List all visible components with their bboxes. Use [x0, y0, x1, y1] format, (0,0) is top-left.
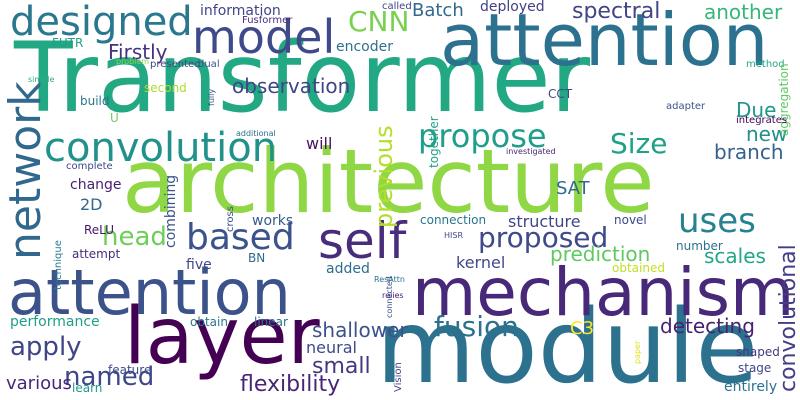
word-previous: previous — [370, 125, 398, 228]
word-convolutional: convolutional — [776, 244, 800, 392]
word-will: will — [306, 134, 333, 153]
word-propose: propose — [418, 117, 547, 155]
word-network: network — [0, 81, 51, 260]
word-model: model — [192, 10, 336, 64]
word-sat: SAT — [556, 178, 590, 199]
word-observation: observation — [232, 74, 351, 98]
word-together: together — [427, 116, 441, 168]
word-flexibility: flexibility — [240, 372, 341, 397]
word-cnn: CNN — [348, 5, 410, 38]
word-attempt: attempt — [72, 247, 121, 261]
word-small: small — [312, 354, 371, 379]
word-c3: C3 — [570, 318, 595, 339]
word-attention-bottom: attention — [8, 256, 291, 329]
word-combining: combining — [163, 174, 179, 248]
word-connection: connection — [420, 213, 487, 227]
word-structure: structure — [508, 212, 581, 231]
word-scales: scales — [704, 244, 766, 268]
word-technique: technique — [53, 240, 64, 290]
word-2d: 2D — [80, 195, 103, 214]
word-self: self — [318, 212, 407, 270]
word-architecture: architecture — [122, 130, 655, 233]
word-feature: feature — [108, 363, 152, 377]
word-dual: dual — [198, 59, 220, 70]
word-detecting: detecting — [660, 314, 755, 338]
word-five: five — [186, 257, 212, 273]
word-vision: Vision — [393, 362, 404, 392]
word-method: method — [746, 59, 785, 70]
word-learn: learn — [72, 381, 103, 395]
word-convolution: convolution — [44, 125, 278, 171]
word-head: head — [102, 222, 167, 252]
word-stage: stage — [738, 361, 772, 375]
word-named: named — [64, 362, 155, 392]
word-cct: CCT — [548, 87, 573, 101]
word-kernel: kernel — [456, 253, 506, 272]
word-works: works — [252, 213, 294, 229]
word-obtain: obtain — [190, 315, 228, 329]
word-connected: connected — [385, 276, 394, 318]
word-branch: branch — [714, 140, 784, 164]
word-shaped: shaped — [736, 345, 780, 359]
word-futr: FUTR — [52, 36, 84, 50]
word-relies: relies — [382, 291, 404, 300]
word-relu: ReLU — [84, 223, 115, 237]
word-encoder: encoder — [336, 39, 394, 55]
word-designed: designed — [10, 0, 193, 45]
word-attention-top: attention — [440, 0, 769, 82]
word-number: number — [676, 239, 723, 253]
word-integrates: integrates — [736, 115, 788, 126]
word-various: various — [6, 373, 72, 394]
word-change: change — [70, 177, 122, 193]
word-fusformer: Fusformer — [242, 15, 293, 26]
word-resattn: ResAttn — [374, 275, 405, 284]
word-complete: complete — [66, 161, 113, 172]
word-neural: neural — [306, 338, 357, 357]
word-layer: layer — [124, 292, 320, 382]
word-due: Due — [736, 98, 777, 122]
word-module: module — [376, 288, 759, 400]
word-transformer: Transformer — [14, 22, 591, 134]
word-mechanism: mechanism — [412, 254, 795, 331]
word-called: called — [382, 1, 412, 12]
word-problem: problem — [116, 57, 150, 66]
word-linear: linear — [254, 315, 288, 329]
word-proposed: proposed — [478, 221, 609, 254]
word-shallower: shallower — [312, 318, 408, 342]
word-size: Size — [610, 127, 668, 160]
word-investigated: investigated — [506, 147, 556, 156]
word-information: information — [200, 3, 281, 19]
word-hisr: HISR — [444, 231, 464, 240]
word-adapter: adapter — [666, 101, 706, 112]
word-apply: apply — [10, 332, 82, 362]
word-build: build — [80, 94, 110, 108]
word-another: another — [704, 0, 783, 24]
word-new: new — [746, 122, 788, 146]
word-obtained: obtained — [612, 261, 665, 275]
word-deployed: deployed — [480, 0, 545, 15]
word-presented: presented — [150, 59, 201, 70]
word-simple: simple — [28, 75, 55, 84]
word-added: added — [326, 261, 370, 277]
word-performance: performance — [10, 314, 100, 330]
word-entirely: entirely — [724, 379, 778, 395]
word-paper: paper — [633, 340, 642, 364]
word-firstly: Firstly — [108, 40, 168, 64]
word-additional: additional — [236, 129, 276, 138]
word-second: second — [144, 81, 187, 95]
word-fusion: fusion — [434, 310, 519, 343]
word-batch: Batch — [412, 0, 464, 21]
word-u: U — [110, 111, 119, 125]
word-based: based — [186, 217, 295, 258]
word-spectral: spectral — [572, 0, 661, 24]
word-novel: novel — [614, 213, 647, 227]
word-fully: fully — [207, 88, 216, 106]
word-uses: uses — [678, 201, 756, 241]
word-bn: BN — [248, 251, 266, 265]
word-prediction: prediction — [550, 242, 651, 266]
word-cross: cross — [225, 206, 236, 232]
